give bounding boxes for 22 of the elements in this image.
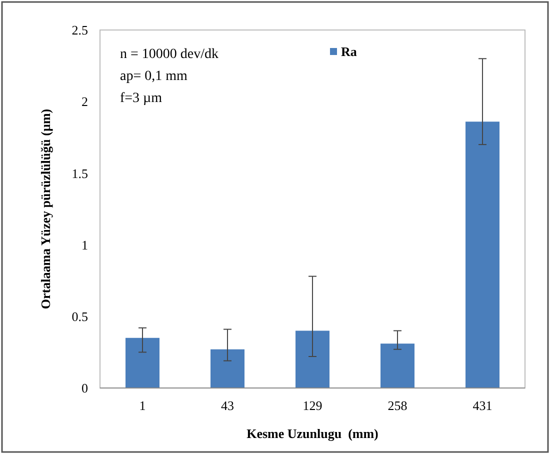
x-tick-label: 258 bbox=[388, 398, 408, 413]
y-tick-label: 2 bbox=[82, 94, 88, 110]
legend-label: Ra bbox=[341, 44, 358, 59]
y-tick-label: 0.5 bbox=[72, 308, 88, 324]
bar bbox=[380, 344, 414, 388]
x-tick-label: 431 bbox=[472, 398, 492, 413]
bar bbox=[126, 338, 160, 388]
annotation: n = 10000 dev/dk bbox=[120, 47, 218, 62]
annotation: f=3 µm bbox=[120, 91, 162, 106]
bar bbox=[296, 330, 330, 388]
x-tick-label: 129 bbox=[302, 398, 322, 413]
y-axis-title: Ortalaama Yüzey pürüzlülüğü (µm) bbox=[38, 108, 53, 310]
x-axis-title: Kesme Uzunlugu (mm) bbox=[246, 426, 378, 441]
x-tick-label: 1 bbox=[139, 398, 146, 413]
annotation: ap= 0,1 mm bbox=[120, 69, 188, 84]
x-tick-label: 43 bbox=[221, 398, 234, 413]
bar bbox=[466, 122, 500, 388]
y-tick-label: 2.5 bbox=[72, 22, 88, 38]
y-tick-label: 1 bbox=[82, 237, 88, 252]
bar bbox=[210, 349, 244, 388]
y-tick-label: 1.5 bbox=[72, 166, 88, 181]
y-tick-label: 0 bbox=[82, 380, 88, 396]
